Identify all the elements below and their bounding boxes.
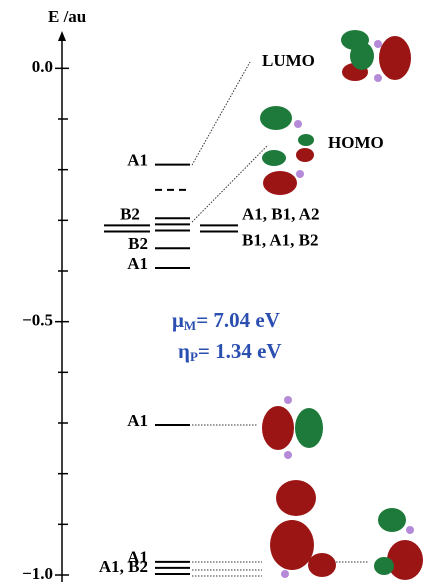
level-label: A1 — [127, 254, 148, 273]
eta-label: ηP= 1.34 eV — [178, 339, 282, 364]
y-tick-label: 0.0 — [32, 57, 53, 76]
level-label: A1 — [127, 151, 148, 170]
axis-label: E /au — [48, 7, 86, 26]
level-label: B1, A1, B2 — [242, 230, 319, 249]
level-label: B2 — [120, 204, 140, 223]
level-label: A1 — [127, 411, 148, 430]
mu-label: μM= 7.04 eV — [172, 308, 280, 333]
lumo-label: LUMO — [262, 51, 315, 70]
axis-arrow — [58, 31, 66, 41]
y-tick-label: −0.5 — [22, 311, 53, 330]
level-label: A1, B1, A2 — [242, 204, 319, 223]
y-tick-label: −1.0 — [22, 564, 53, 582]
level-label: B2 — [128, 234, 148, 253]
orbital-images — [260, 30, 423, 580]
level-label: A1, B2 — [99, 557, 148, 576]
homo-label: HOMO — [328, 133, 384, 152]
diagram: E /au LUMO HOMO μM= 7.04 eV ηP= 1.34 eV … — [0, 0, 433, 582]
